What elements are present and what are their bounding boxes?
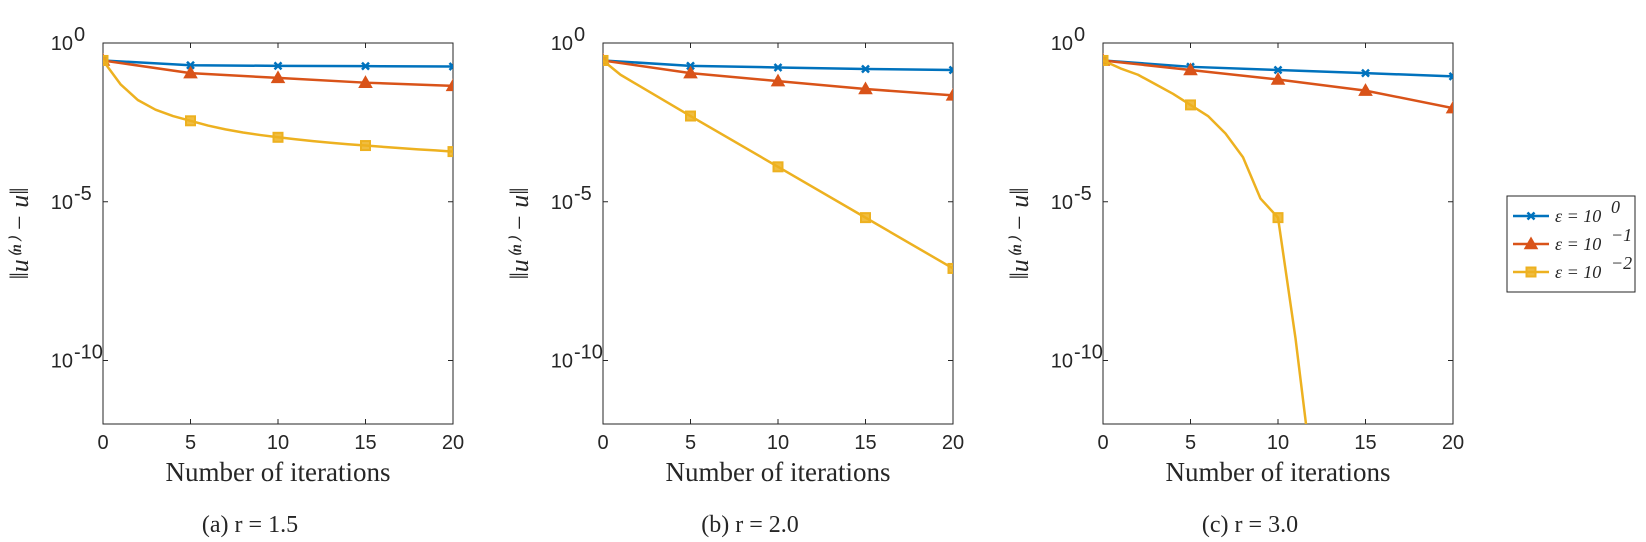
data-point	[270, 70, 286, 84]
legend-label-exponent: 0	[1611, 197, 1620, 217]
data-point	[945, 87, 953, 101]
y-tick-label: 10	[1051, 192, 1073, 214]
data-point	[103, 54, 109, 66]
y-axis-label: ‖u⁽ⁿ⁾ − u‖	[505, 187, 534, 279]
data-point	[1270, 72, 1286, 85]
data-point	[448, 62, 453, 71]
data-point	[770, 73, 786, 87]
y-tick-label: 10	[551, 192, 573, 214]
legend-marker	[1526, 211, 1536, 221]
x-tick-label: 0	[1097, 432, 1108, 454]
y-tick-label: 10	[51, 192, 73, 214]
data-point	[860, 212, 871, 224]
x-tick-label: 20	[1442, 432, 1464, 454]
data-point	[272, 131, 284, 143]
y-tick-label: 10	[1051, 33, 1073, 55]
y-tick-exponent: -5	[574, 183, 592, 205]
data-point	[445, 78, 453, 92]
legend-label-exponent: −2	[1611, 253, 1632, 273]
data-point	[1273, 65, 1283, 75]
y-tick-label: 10	[51, 351, 73, 373]
data-point	[1445, 100, 1453, 114]
plot-area	[602, 42, 954, 425]
y-tick-exponent: 0	[574, 24, 585, 46]
data-point	[183, 65, 198, 79]
x-tick-label: 15	[1354, 432, 1376, 454]
x-tick-label: 0	[597, 432, 608, 454]
data-point	[1103, 54, 1109, 66]
data-point	[1272, 212, 1284, 224]
legend-marker	[1525, 266, 1537, 278]
y-tick-label: 10	[1051, 351, 1073, 373]
x-tick-label: 15	[354, 432, 376, 454]
data-point	[948, 65, 953, 75]
data-point	[361, 61, 370, 71]
legend-label: ε = 10	[1555, 206, 1601, 226]
data-point	[858, 81, 873, 95]
y-axis-label: ‖u⁽ⁿ⁾ − u‖	[5, 187, 34, 279]
y-tick-exponent: -10	[1074, 342, 1103, 364]
series-group	[603, 52, 953, 274]
data-point	[861, 64, 870, 74]
series-line-3	[1103, 59, 1308, 424]
data-point	[447, 146, 453, 158]
x-tick-label: 20	[442, 432, 464, 454]
data-point	[360, 140, 371, 152]
series-group	[103, 52, 453, 158]
y-tick-label: 10	[551, 351, 573, 373]
panel-caption: (a) r = 1.5	[202, 512, 298, 538]
legend-label: ε = 10	[1555, 234, 1601, 254]
data-point	[273, 61, 283, 71]
data-point	[186, 60, 195, 70]
x-tick-label: 5	[185, 432, 196, 454]
data-point	[683, 65, 698, 79]
x-tick-label: 20	[942, 432, 964, 454]
y-tick-exponent: 0	[1074, 24, 1085, 46]
data-point	[772, 161, 784, 173]
x-tick-label: 10	[1267, 432, 1289, 454]
data-point	[685, 110, 696, 122]
data-point	[1448, 71, 1453, 81]
x-tick-label: 10	[267, 432, 289, 454]
legend-marker	[1523, 236, 1539, 250]
y-tick-exponent: -5	[74, 183, 92, 205]
data-point	[1358, 83, 1373, 96]
y-tick-exponent: 0	[74, 24, 85, 46]
data-point	[1183, 62, 1198, 76]
panel-caption: (c) r = 3.0	[1202, 512, 1298, 538]
y-tick-exponent: -10	[574, 342, 603, 364]
data-point	[1361, 68, 1370, 78]
legend: ε = 10 0 ε = 10 −1 ε = 10 −2	[1506, 195, 1636, 293]
legend-label: ε = 10	[1555, 262, 1601, 282]
x-axis-label: Number of iterations	[166, 457, 391, 487]
data-point	[358, 75, 373, 88]
series-group	[1103, 52, 1453, 424]
data-point	[947, 262, 953, 274]
data-point	[603, 54, 609, 66]
series-line-3	[603, 59, 953, 270]
data-point	[773, 63, 783, 72]
plot-area	[102, 42, 454, 425]
y-tick-exponent: -10	[74, 342, 103, 364]
plot-area	[1102, 42, 1454, 425]
panel-caption: (b) r = 2.0	[701, 512, 799, 538]
x-axis-label: Number of iterations	[1166, 457, 1391, 487]
x-tick-label: 5	[685, 432, 696, 454]
y-axis-label: ‖u⁽ⁿ⁾ − u‖	[1005, 187, 1034, 279]
y-tick-label: 10	[551, 33, 573, 55]
y-tick-exponent: -5	[1074, 183, 1092, 205]
legend-label-exponent: −1	[1611, 225, 1632, 245]
x-axis-label: Number of iterations	[666, 457, 891, 487]
x-tick-label: 0	[97, 432, 108, 454]
data-point	[1185, 99, 1196, 111]
x-tick-label: 10	[767, 432, 789, 454]
data-point	[185, 115, 196, 127]
x-tick-label: 15	[854, 432, 876, 454]
x-tick-label: 5	[1185, 432, 1196, 454]
y-tick-label: 10	[51, 33, 73, 55]
